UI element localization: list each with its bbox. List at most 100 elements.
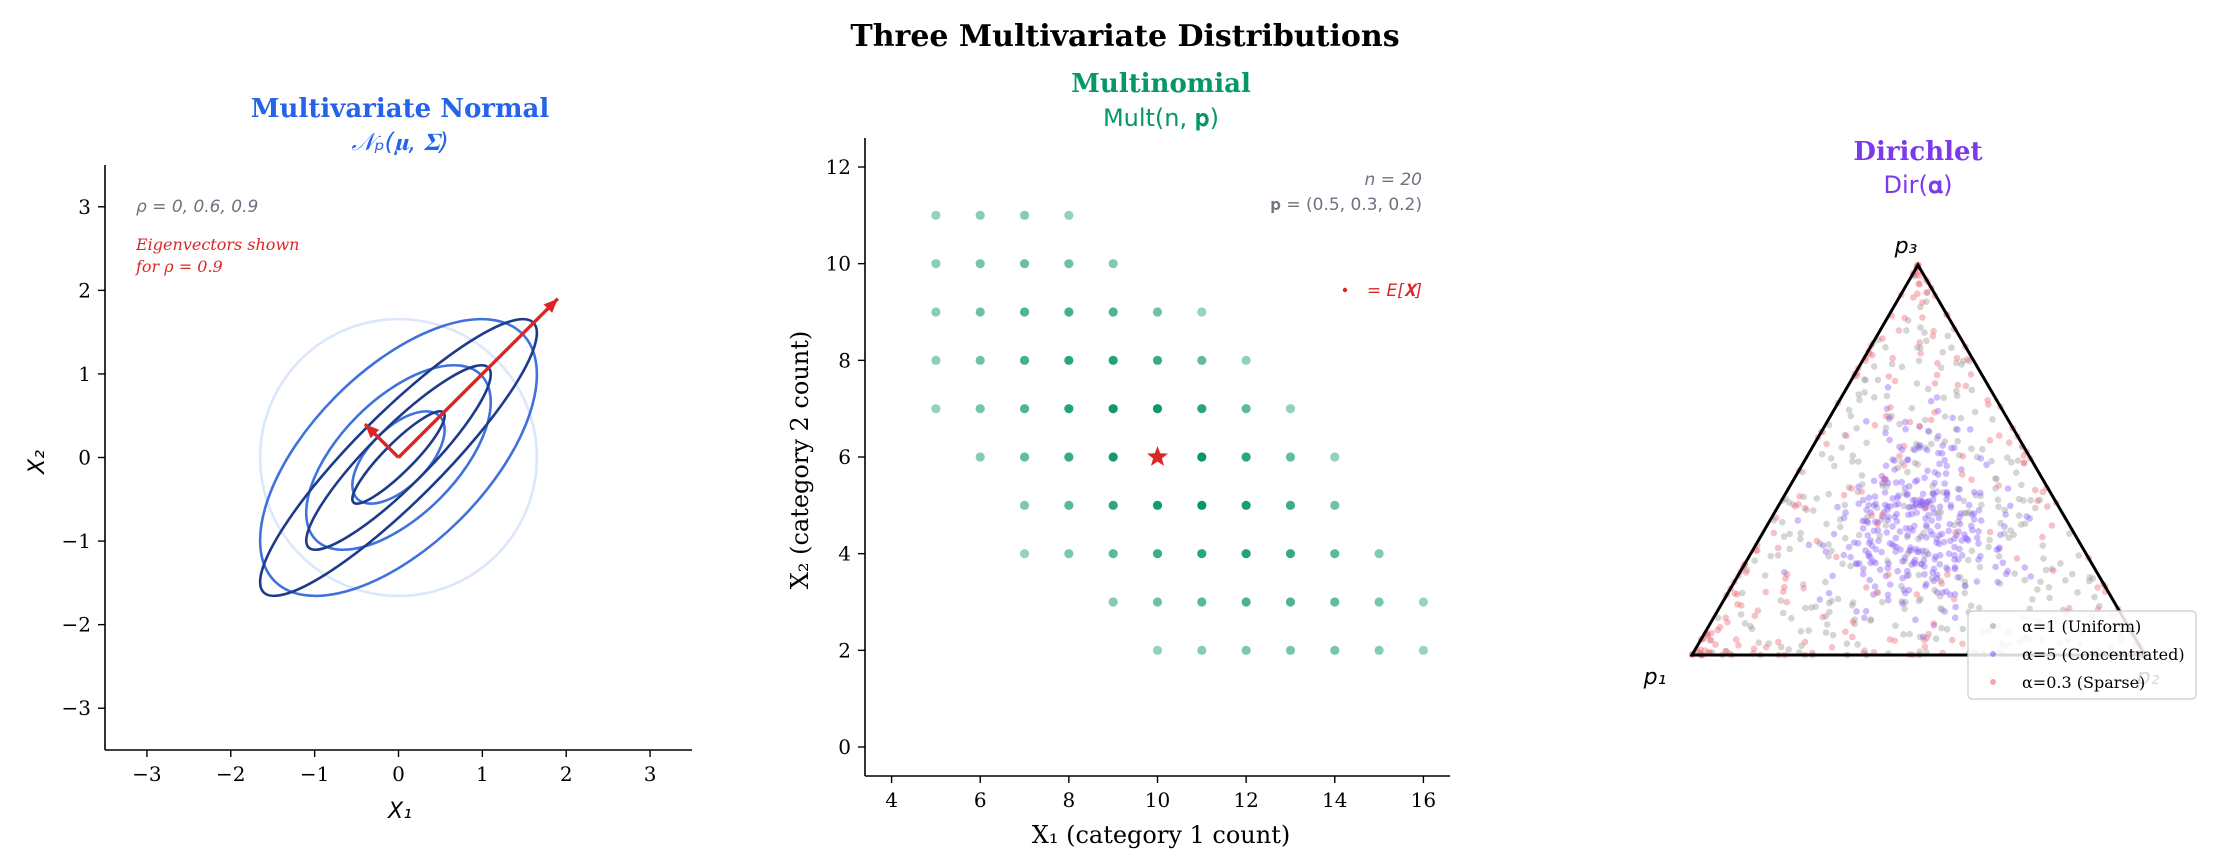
dirichlet-sample xyxy=(1955,494,1962,502)
dirichlet-sample xyxy=(1943,564,1950,571)
multinomial-point xyxy=(1418,597,1429,607)
dirichlet-sample xyxy=(1863,418,1870,425)
dirichlet-sample xyxy=(1945,527,1952,535)
multinomial-point xyxy=(1108,597,1118,607)
multinomial-point xyxy=(1285,645,1296,655)
dirichlet-sample xyxy=(1954,426,1961,433)
dirichlet-sample xyxy=(1816,540,1823,547)
dirichlet-sample xyxy=(1914,461,1921,468)
dirichlet-sample xyxy=(1797,628,1805,635)
multinomial-point xyxy=(1285,404,1296,414)
dirichlet-sample xyxy=(1796,493,1803,500)
dirichlet-sample xyxy=(1882,462,1890,470)
dirichlet-sample xyxy=(1906,418,1914,426)
dirichlet-sample xyxy=(1825,541,1832,548)
dirichlet-sample xyxy=(1958,361,1965,368)
dirichlet-sample xyxy=(1870,558,1877,565)
dirichlet-sample xyxy=(1921,636,1928,644)
eigenvector-arrowhead xyxy=(364,424,380,439)
dirichlet-sample xyxy=(1930,620,1938,627)
dirichlet-sample xyxy=(1879,513,1886,520)
dirichlet-sample xyxy=(1943,490,1951,497)
dirichlet-sample xyxy=(1785,499,1793,506)
dirichlet-sample xyxy=(1872,559,1879,567)
dirichlet-sample xyxy=(1933,574,1941,582)
dirichlet-sample xyxy=(2091,593,2098,601)
multinomial-point xyxy=(1241,404,1251,414)
dirichlet-sample xyxy=(1714,614,1722,622)
dirichlet-sample xyxy=(1853,608,1860,615)
dirichlet-sample xyxy=(1805,627,1812,634)
dirichlet-sample xyxy=(1917,344,1924,352)
dirichlet-sample xyxy=(2020,459,2028,467)
dirichlet-sample xyxy=(2021,520,2029,527)
dirichlet-sample xyxy=(1859,525,1867,532)
dirichlet-sample xyxy=(2048,522,2056,529)
dirichlet-sample xyxy=(1924,467,1931,475)
multinomial-point xyxy=(1285,500,1296,510)
dirichlet-sample xyxy=(1942,470,1950,477)
dirichlet-sample xyxy=(1961,531,1968,538)
dirichlet-sample xyxy=(1906,525,1914,532)
dirichlet-sample xyxy=(1822,578,1829,586)
dirichlet-sample xyxy=(1712,641,1719,648)
dirichlet-sample xyxy=(1947,537,1954,545)
dirichlet-sample xyxy=(1697,646,1704,653)
multinomial-point xyxy=(931,210,941,220)
dirichlet-subtitle: Dir(𝛂) xyxy=(1884,171,1953,199)
dirichlet-sample xyxy=(1902,425,1909,433)
dirichlet-sample xyxy=(1885,413,1893,420)
dirichlet-sample xyxy=(1995,503,2002,511)
dirichlet-sample xyxy=(1936,561,1944,568)
dirichlet-sample xyxy=(1925,427,1932,435)
dirichlet-sample xyxy=(1968,511,1976,518)
dirichlet-sample xyxy=(1822,548,1830,555)
dirichlet-sample xyxy=(1923,337,1930,345)
dirichlet-sample xyxy=(2089,575,2097,582)
dirichlet-sample xyxy=(1912,500,1920,507)
dirichlet-sample xyxy=(2015,495,2023,503)
dirichlet-sample xyxy=(1944,566,1951,573)
dirichlet-sample xyxy=(2020,452,2027,459)
dirichlet-sample xyxy=(1912,478,1919,485)
dirichlet-sample xyxy=(1858,472,1866,479)
dirichlet-sample xyxy=(1970,516,1978,523)
dirichlet-sample xyxy=(1961,589,1968,597)
dirichlet-sample xyxy=(1948,444,1955,452)
dirichlet-sample xyxy=(2014,457,2022,464)
dirichlet-sample xyxy=(1997,519,2004,527)
multinomial-y-tick-label: 12 xyxy=(826,155,851,179)
dirichlet-sample xyxy=(1913,548,1921,555)
dirichlet-sample xyxy=(1910,559,1917,566)
dirichlet-sample xyxy=(1884,564,1892,572)
normal-title: Multivariate Normal xyxy=(251,94,550,124)
dirichlet-sample xyxy=(1845,543,1853,551)
dirichlet-sample xyxy=(1914,344,1921,351)
dirichlet-sample xyxy=(1912,502,1919,509)
dirichlet-sample xyxy=(1922,444,1929,452)
multinomial-point xyxy=(975,210,985,220)
dirichlet-sample xyxy=(1882,522,1890,529)
dirichlet-sample xyxy=(1871,493,1879,500)
dirichlet-sample xyxy=(1949,414,1956,422)
dirichlet-sample xyxy=(1861,517,1868,524)
dirichlet-sample xyxy=(1901,418,1909,426)
dirichlet-sample xyxy=(1913,591,1921,598)
dirichlet-sample xyxy=(1938,580,1946,587)
multinomial-point xyxy=(931,404,941,414)
dirichlet-legend: α=1 (Uniform) α=5 (Concentrated) α=0.3 (… xyxy=(1967,610,2197,700)
dirichlet-sample xyxy=(1883,392,1891,400)
dirichlet-sample xyxy=(1889,354,1896,362)
dirichlet-sample xyxy=(1938,450,1946,457)
dirichlet-sample xyxy=(1930,577,1938,585)
dirichlet-sample xyxy=(1973,534,1981,541)
dirichlet-sample xyxy=(1896,420,1903,428)
multinomial-point xyxy=(1152,355,1163,365)
multinomial-point xyxy=(1197,549,1207,559)
multinomial-point xyxy=(1418,645,1429,655)
dirichlet-sample xyxy=(1795,501,1802,508)
dirichlet-sample xyxy=(1898,459,1905,466)
dirichlet-sample xyxy=(1707,636,1715,644)
multinomial-point xyxy=(1152,549,1163,559)
dirichlet-sample xyxy=(1751,557,1758,564)
